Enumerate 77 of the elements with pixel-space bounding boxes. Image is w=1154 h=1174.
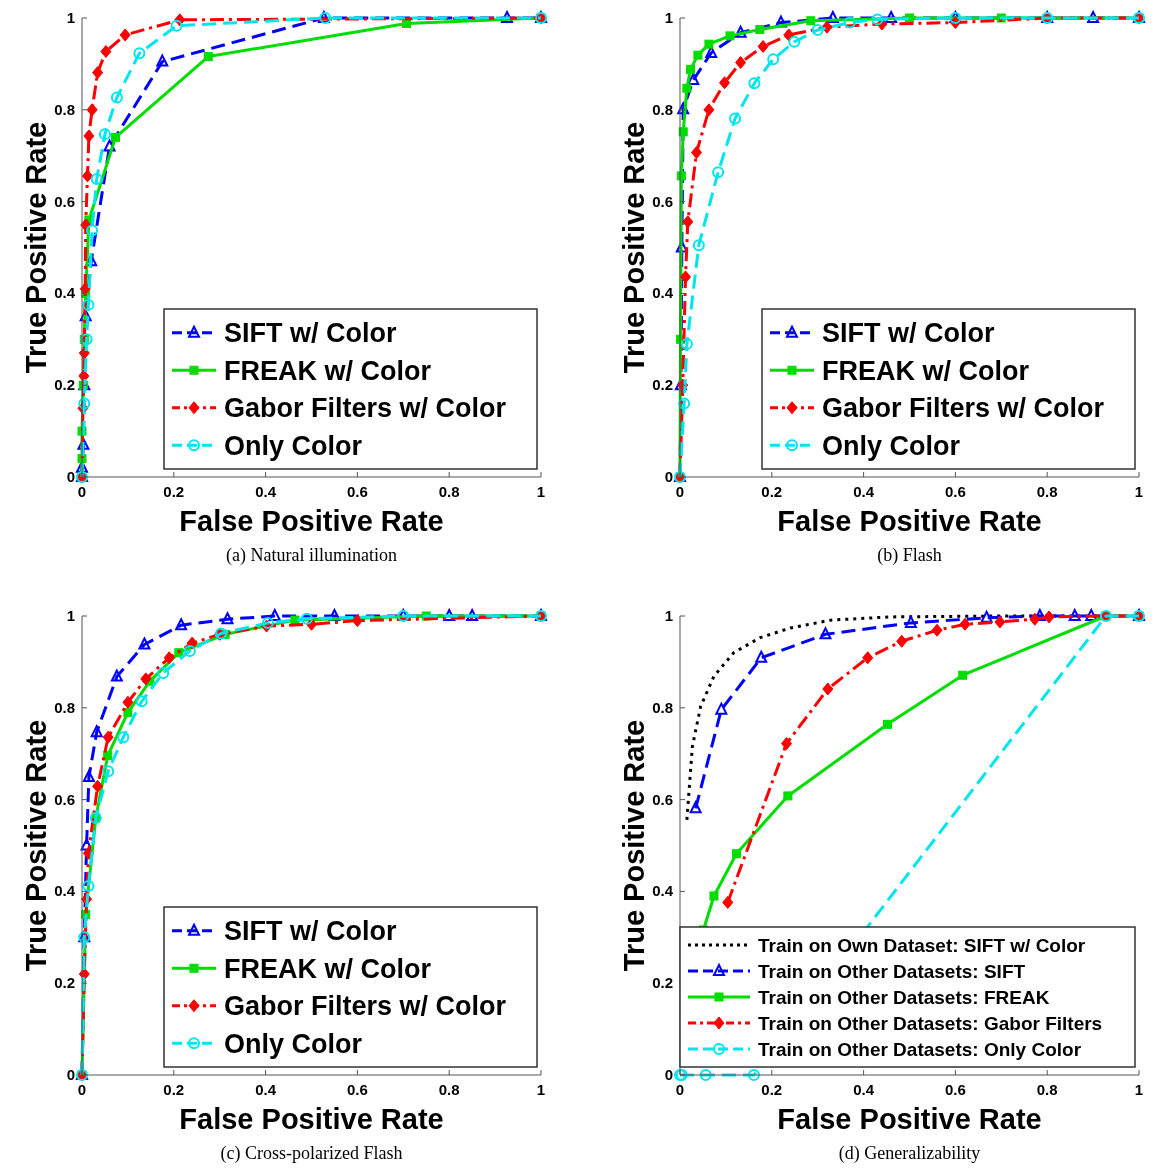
text: (b) Flash — [877, 545, 942, 566]
y-tick-label: 0.2 — [54, 974, 75, 992]
x-tick-label: 0.2 — [163, 1081, 185, 1098]
y-axis-title: True Positive Rate — [20, 719, 52, 972]
legend-label: Gabor Filters w/ Color — [224, 991, 507, 1022]
x-axis-title: False Positive Rate — [179, 1103, 444, 1135]
x-tick-label: 0.2 — [163, 483, 185, 500]
y-tick-label: 0.2 — [54, 376, 75, 394]
y-tick-label: 0.4 — [54, 284, 76, 302]
y-tick-label: 0.6 — [54, 192, 75, 210]
text: (c) Cross-polarized Flash — [220, 1143, 403, 1164]
y-tick-label: 0.2 — [652, 376, 673, 394]
y-tick-label: 0.8 — [652, 100, 673, 118]
legend-label: Train on Other Datasets: SIFT — [758, 960, 1026, 982]
y-tick-label: 0.8 — [54, 100, 75, 118]
x-tick-label: 0.8 — [1036, 1081, 1058, 1098]
x-tick-label: 1 — [1134, 483, 1144, 500]
x-tick-label: 0.2 — [761, 483, 783, 500]
legend-label: Only Color — [224, 1028, 363, 1059]
text: (a) Natural illumination — [226, 545, 397, 566]
y-tick-label: 0 — [66, 468, 75, 485]
y-tick-label: 1 — [66, 9, 75, 26]
x-tick-label: 1 — [1134, 1081, 1144, 1098]
y-tick-label: 1 — [664, 9, 673, 26]
x-tick-label: 0 — [77, 483, 87, 500]
legend-label: Train on Other Datasets: Gabor Filters — [758, 1012, 1103, 1034]
x-tick-label: 0 — [77, 1081, 87, 1098]
y-tick-label: 0.6 — [54, 790, 75, 808]
x-tick-label: 0 — [675, 1081, 685, 1098]
y-tick-label: 0.4 — [652, 882, 674, 900]
x-tick-label: 0.4 — [255, 1081, 277, 1098]
x-tick-label: 0.4 — [255, 483, 277, 500]
x-tick-label: 0 — [675, 483, 685, 500]
y-tick-label: 0.4 — [652, 284, 674, 302]
x-tick-label: 0.4 — [853, 483, 875, 500]
x-tick-label: 0.8 — [438, 483, 460, 500]
legend-label: FREAK w/ Color — [224, 355, 432, 386]
legend-label: Only Color — [822, 430, 961, 461]
y-tick-label: 0 — [664, 468, 673, 485]
x-tick-label: 0.6 — [346, 483, 368, 500]
legend-label: FREAK w/ Color — [224, 953, 432, 984]
legend-label: Train on Own Dataset: SIFT w/ Color — [758, 934, 1086, 956]
y-axis-title: True Positive Rate — [618, 719, 650, 972]
x-tick-label: 0.2 — [761, 1081, 783, 1098]
y-axis-title: True Positive Rate — [618, 121, 650, 374]
y-tick-label: 0.2 — [652, 974, 673, 992]
y-axis-title: True Positive Rate — [20, 121, 52, 374]
x-tick-label: 0.6 — [944, 483, 966, 500]
y-tick-label: 0 — [664, 1066, 673, 1083]
x-tick-label: 1 — [536, 483, 546, 500]
y-tick-label: 1 — [66, 607, 75, 624]
y-tick-label: 0 — [66, 1066, 75, 1083]
x-axis-title: False Positive Rate — [777, 505, 1042, 537]
y-tick-label: 0.6 — [652, 192, 673, 210]
y-tick-label: 0.8 — [652, 698, 673, 716]
x-tick-label: 0.4 — [853, 1081, 875, 1098]
legend-label: FREAK w/ Color — [822, 355, 1030, 386]
legend-label: Gabor Filters w/ Color — [822, 393, 1105, 424]
legend-label: SIFT w/ Color — [224, 916, 397, 947]
x-tick-label: 0.8 — [438, 1081, 460, 1098]
legend-label: Train on Other Datasets: FREAK — [758, 986, 1050, 1008]
x-tick-label: 0.6 — [944, 1081, 966, 1098]
legend-label: SIFT w/ Color — [224, 318, 397, 349]
legend-label: Gabor Filters w/ Color — [224, 393, 507, 424]
legend-label: Only Color — [224, 430, 363, 461]
legend-label: Train on Other Datasets: Only Color — [758, 1038, 1082, 1060]
x-tick-label: 0.6 — [346, 1081, 368, 1098]
text: (d) Generalizability — [838, 1143, 981, 1164]
x-tick-label: 0.8 — [1036, 483, 1058, 500]
x-axis-title: False Positive Rate — [777, 1103, 1042, 1135]
legend-label: SIFT w/ Color — [822, 318, 995, 349]
y-tick-label: 0.6 — [652, 790, 673, 808]
x-axis-title: False Positive Rate — [179, 505, 444, 537]
x-tick-label: 1 — [536, 1081, 546, 1098]
y-tick-label: 0.8 — [54, 698, 75, 716]
y-tick-label: 1 — [664, 607, 673, 624]
y-tick-label: 0.4 — [54, 882, 76, 900]
